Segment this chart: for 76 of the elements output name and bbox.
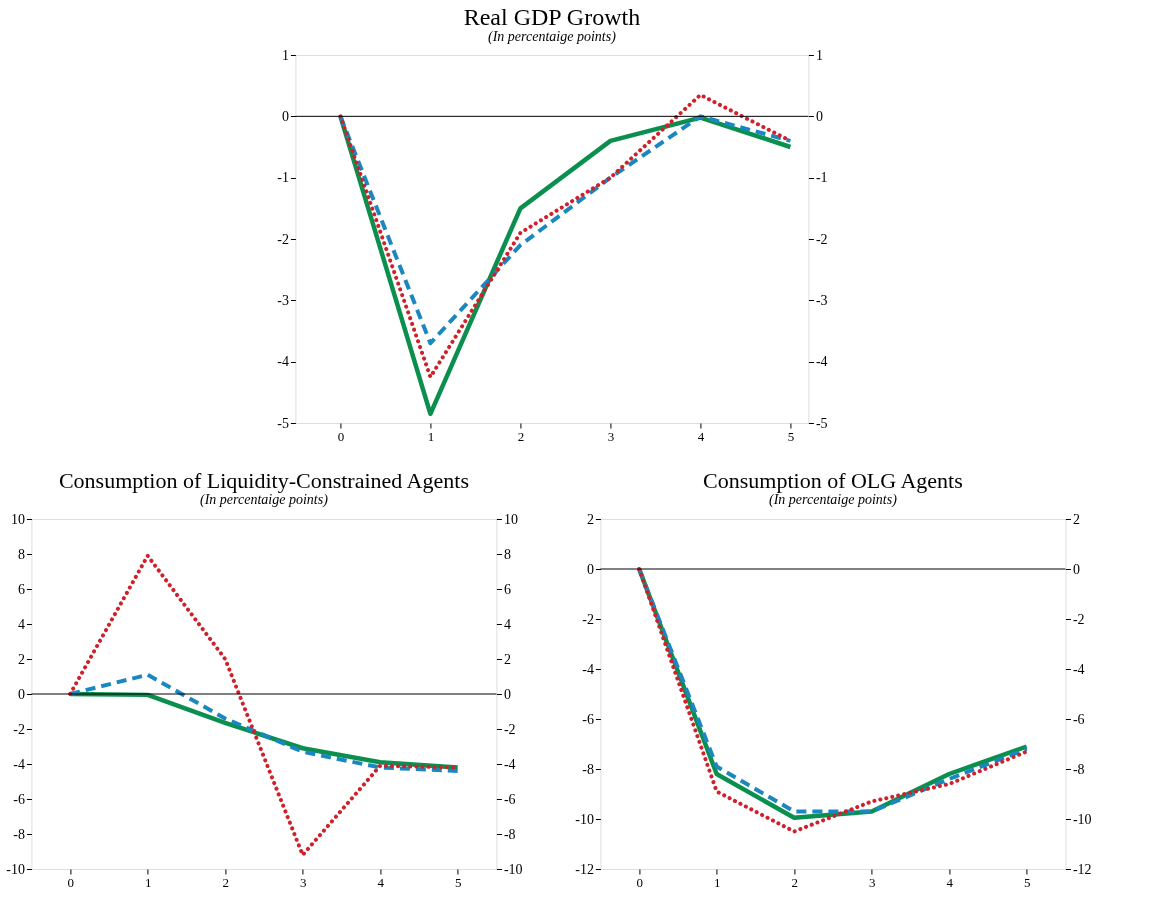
y2-tick-label: 2 — [1072, 511, 1080, 527]
y2-tick-label: -4 — [1072, 661, 1085, 677]
y2-tick-label: 0 — [503, 686, 511, 702]
y-tick-label: -5 — [277, 415, 289, 431]
x-tick-label: 3 — [868, 874, 876, 890]
y2-tick-label: 1 — [815, 47, 823, 63]
y-tick-label: -10 — [575, 811, 594, 827]
x-tick-label: 3 — [607, 428, 615, 444]
y-tick-label: 10 — [10, 511, 25, 527]
y-tick-label: -10 — [6, 861, 25, 877]
x-tick-label: 3 — [299, 874, 307, 890]
y2-tick-label: 2 — [503, 651, 511, 667]
x-tick-label: 1 — [144, 874, 152, 890]
y2-tick-label: -1 — [815, 170, 828, 186]
y2-tick-label: 4 — [503, 616, 511, 632]
x-tick-label: 4 — [697, 428, 705, 444]
y2-tick-label: 8 — [503, 546, 511, 562]
y-tick-label: -3 — [277, 292, 289, 308]
y-tick-label: 2 — [586, 511, 594, 527]
x-tick-label: 5 — [787, 428, 795, 444]
x-tick-label: 4 — [377, 874, 385, 890]
y2-tick-label: -2 — [815, 231, 828, 247]
y2-tick-label: -10 — [1072, 811, 1092, 827]
x-tick-label: 2 — [222, 874, 229, 890]
y-tick-label: 6 — [17, 581, 25, 597]
y-tick-label: 0 — [281, 108, 289, 124]
chart-subtitle: (In percentaige points) — [488, 29, 617, 45]
x-tick-label: 1 — [713, 874, 721, 890]
y-tick-label: -2 — [277, 231, 289, 247]
y-tick-label: -8 — [13, 826, 25, 842]
y-tick-label: -4 — [277, 354, 289, 370]
y2-tick-label: 0 — [1072, 561, 1080, 577]
y-tick-label: -8 — [582, 761, 594, 777]
x-tick-label: 2 — [791, 874, 798, 890]
y2-tick-label: -6 — [1072, 711, 1085, 727]
x-tick-label: 0 — [636, 874, 643, 890]
x-tick-label: 5 — [1023, 874, 1031, 890]
x-tick-label: 1 — [427, 428, 435, 444]
y-tick-label: 8 — [17, 546, 25, 562]
x-tick-label: 2 — [517, 428, 525, 444]
y-tick-label: 0 — [17, 686, 25, 702]
y2-tick-label: 0 — [815, 108, 823, 124]
y-tick-label: 0 — [586, 561, 594, 577]
y2-tick-label: -5 — [815, 415, 828, 431]
y2-tick-label: -4 — [503, 756, 516, 772]
y-tick-label: -2 — [13, 721, 25, 737]
x-tick-label: 5 — [454, 874, 462, 890]
y-tick-label: 2 — [17, 651, 25, 667]
y-tick-label: -4 — [582, 661, 594, 677]
y-tick-label: 1 — [281, 47, 289, 63]
y2-tick-label: -2 — [1072, 611, 1085, 627]
x-tick-label: 0 — [337, 428, 345, 444]
chart-title: Consumption of OLG Agents — [703, 468, 963, 493]
y-tick-label: -6 — [582, 711, 594, 727]
y-tick-label: -12 — [575, 861, 594, 877]
y-tick-label: -1 — [277, 170, 289, 186]
y2-tick-label: 10 — [503, 511, 518, 527]
chart-title: Consumption of Liquidity-Constrained Agents — [58, 468, 469, 493]
y2-tick-label: -10 — [503, 861, 523, 877]
y2-tick-label: -8 — [503, 826, 516, 842]
chart-subtitle: (In percentaige points) — [200, 492, 329, 508]
chart-title: Real GDP Growth — [463, 4, 641, 30]
y2-tick-label: -12 — [1072, 861, 1092, 877]
y2-tick-label: -2 — [503, 721, 516, 737]
y2-tick-label: -6 — [503, 791, 516, 807]
y2-tick-label: 6 — [503, 581, 511, 597]
y-tick-label: -6 — [13, 791, 25, 807]
chart-subtitle: (In percentaige points) — [769, 492, 898, 508]
y2-tick-label: -3 — [815, 292, 828, 308]
y-tick-label: -2 — [582, 611, 594, 627]
y-tick-label: 4 — [17, 616, 25, 632]
y2-tick-label: -8 — [1072, 761, 1085, 777]
y-tick-label: -4 — [13, 756, 25, 772]
x-tick-label: 0 — [67, 874, 74, 890]
y2-tick-label: -4 — [815, 354, 828, 370]
x-tick-label: 4 — [946, 874, 954, 890]
